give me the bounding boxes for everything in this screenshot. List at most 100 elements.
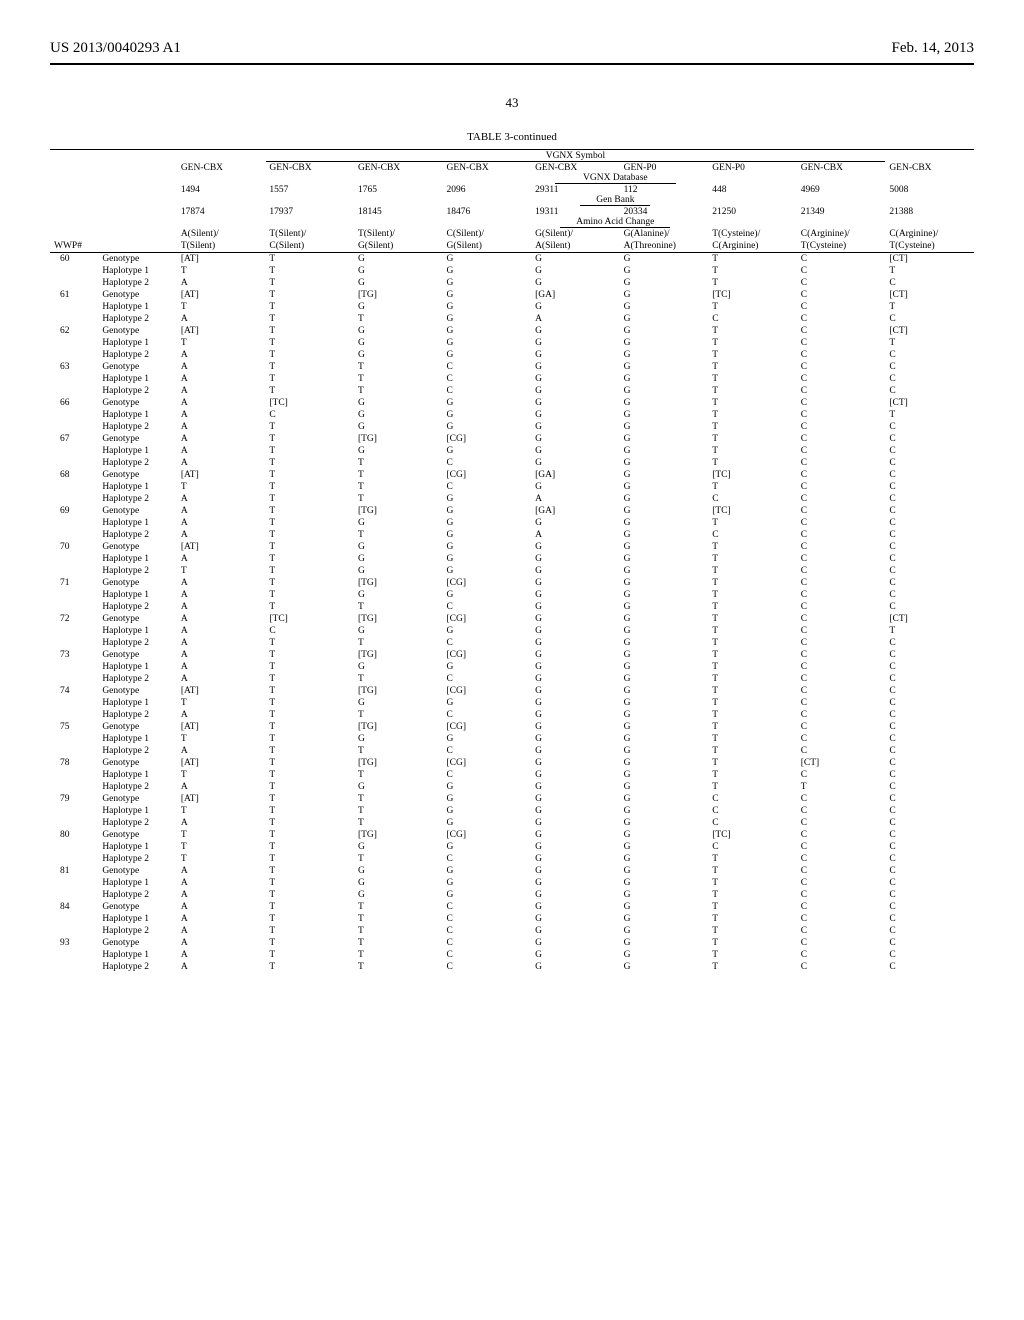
data-cell: [CG] <box>443 613 532 625</box>
data-cell: G <box>531 385 620 397</box>
data-cell: G <box>620 469 709 481</box>
data-cell: T <box>708 253 797 266</box>
data-cell: C <box>797 313 886 325</box>
data-cell: T <box>265 769 354 781</box>
table-row: Haplotype 1ACGGGGTCT <box>50 409 974 421</box>
row-type-cell: Haplotype 1 <box>98 589 177 601</box>
table-row: 70Genotype[AT]TGGGGTCC <box>50 541 974 553</box>
data-cell: [CG] <box>443 829 532 841</box>
data-cell: G <box>531 913 620 925</box>
data-cell: G <box>531 349 620 361</box>
data-cell: G <box>531 553 620 565</box>
data-cell: T <box>354 937 443 949</box>
data-cell: T <box>265 481 354 493</box>
data-cell: A <box>177 493 266 505</box>
table-row: 66GenotypeA[TC]GGGGTC[CT] <box>50 397 974 409</box>
data-cell: G <box>620 913 709 925</box>
data-cell: [TG] <box>354 757 443 769</box>
data-cell: A <box>177 925 266 937</box>
data-cell: G <box>620 721 709 733</box>
row-type-cell: Genotype <box>98 433 177 445</box>
data-cell: G <box>531 853 620 865</box>
data-cell: G <box>443 529 532 541</box>
data-cell: G <box>443 517 532 529</box>
data-cell: T <box>708 673 797 685</box>
data-cell: C <box>885 793 974 805</box>
data-cell: C <box>885 745 974 757</box>
data-cell: C <box>708 793 797 805</box>
data-cell: T <box>354 457 443 469</box>
data-cell: G <box>620 841 709 853</box>
row-type-cell: Haplotype 2 <box>98 385 177 397</box>
row-type-cell: Haplotype 1 <box>98 517 177 529</box>
data-cell: G <box>620 349 709 361</box>
data-cell: [TC] <box>265 397 354 409</box>
data-cell: T <box>708 565 797 577</box>
wwp-cell <box>50 709 98 721</box>
data-cell: G <box>620 337 709 349</box>
table-row: Haplotype 2ATTCGGTCC <box>50 457 974 469</box>
data-cell: G <box>620 397 709 409</box>
data-cell: G <box>620 493 709 505</box>
row-type-cell: Haplotype 2 <box>98 889 177 901</box>
data-cell: T <box>354 673 443 685</box>
data-cell: C <box>885 385 974 397</box>
data-cell: G <box>354 265 443 277</box>
data-cell: C <box>885 937 974 949</box>
data-cell: C <box>265 409 354 421</box>
header-left: US 2013/0040293 A1 <box>50 40 181 57</box>
wwp-cell <box>50 661 98 673</box>
data-cell: G <box>531 649 620 661</box>
header-rule <box>50 63 974 65</box>
data-cell: G <box>354 277 443 289</box>
data-cell: T <box>265 301 354 313</box>
table-row: Haplotype 1ATTCGGTCC <box>50 373 974 385</box>
data-cell: A <box>177 277 266 289</box>
data-cell: C <box>797 289 886 301</box>
data-cell: C <box>443 385 532 397</box>
data-cell: G <box>354 349 443 361</box>
data-cell: C <box>797 685 886 697</box>
data-cell: C <box>797 901 886 913</box>
data-cell: C <box>797 325 886 337</box>
row-type-cell: Haplotype 1 <box>98 733 177 745</box>
data-cell: G <box>443 865 532 877</box>
data-cell: G <box>620 445 709 457</box>
data-cell: G <box>620 505 709 517</box>
data-cell: C <box>797 937 886 949</box>
data-cell: T <box>708 553 797 565</box>
data-cell: A <box>177 625 266 637</box>
data-cell: G <box>620 253 709 266</box>
data-cell: C <box>885 553 974 565</box>
data-cell: C <box>885 469 974 481</box>
data-cell: T <box>354 913 443 925</box>
row-type-cell: Genotype <box>98 397 177 409</box>
wwp-cell <box>50 961 98 973</box>
row-type-cell: Genotype <box>98 685 177 697</box>
table-row: Haplotype 2ATTCGGTCC <box>50 601 974 613</box>
data-cell: C <box>885 901 974 913</box>
wwp-cell: 73 <box>50 649 98 661</box>
data-cell: C <box>885 433 974 445</box>
data-cell: G <box>620 853 709 865</box>
row-type-cell: Genotype <box>98 721 177 733</box>
data-cell: G <box>620 433 709 445</box>
wwp-cell: 81 <box>50 865 98 877</box>
data-cell: T <box>354 961 443 973</box>
data-cell: C <box>885 781 974 793</box>
data-cell: C <box>797 733 886 745</box>
wwp-cell: 80 <box>50 829 98 841</box>
data-cell: G <box>531 265 620 277</box>
data-cell: G <box>443 337 532 349</box>
data-cell: C <box>797 745 886 757</box>
data-cell: C <box>797 409 886 421</box>
data-cell: C <box>885 493 974 505</box>
table-title: TABLE 3-continued <box>50 131 974 143</box>
data-cell: T <box>265 289 354 301</box>
data-cell: A <box>177 649 266 661</box>
data-cell: G <box>443 589 532 601</box>
data-cell: T <box>708 865 797 877</box>
data-cell: G <box>620 421 709 433</box>
wwp-cell: 62 <box>50 325 98 337</box>
data-cell: C <box>797 517 886 529</box>
